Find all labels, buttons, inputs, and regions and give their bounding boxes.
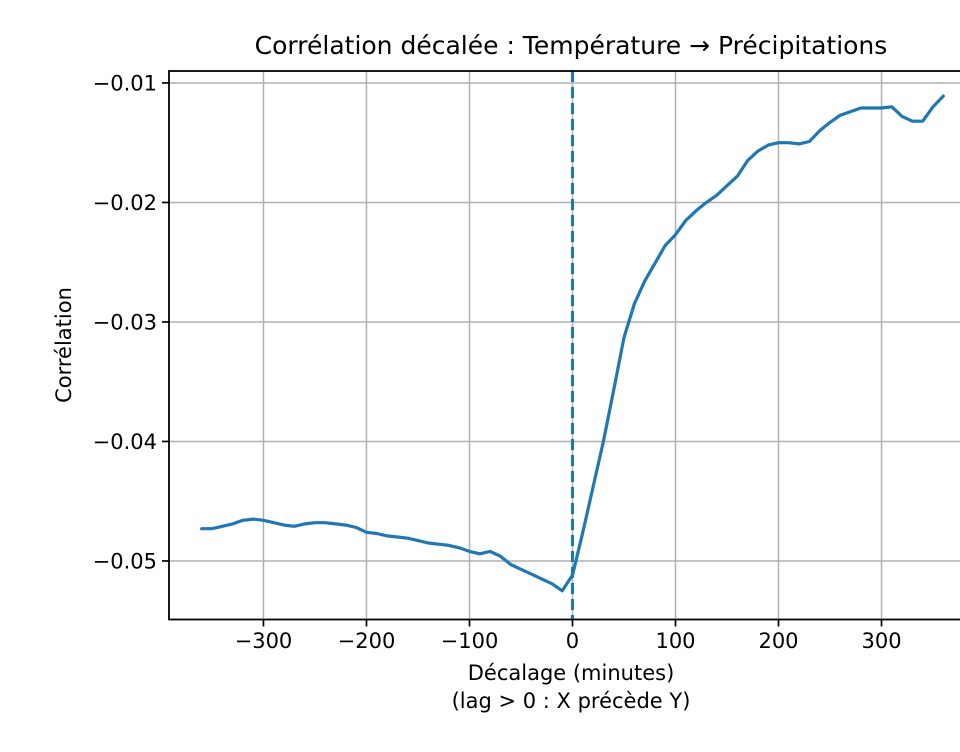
y-axis-label: Corrélation	[52, 287, 76, 403]
y-tick-label: −0.04	[93, 430, 157, 454]
y-tick-label: −0.02	[93, 191, 157, 215]
x-axis-label-line2: (lag > 0 : X précède Y)	[452, 689, 691, 713]
correlation-series	[200, 94, 945, 593]
x-tick-label: 100	[655, 629, 695, 653]
x-tick-label: −200	[338, 629, 396, 653]
plot-border	[168, 70, 960, 621]
axis-ticks: −300 −200 −100 0 100 200 300 −0.01 −0.02 −0.03 −0.…	[93, 71, 902, 653]
x-tick-label: 200	[758, 629, 798, 653]
x-tick-label: 300	[861, 629, 901, 653]
chart-title: Corrélation décalée : Température → Préc…	[255, 31, 888, 60]
axes-spines	[168, 70, 960, 621]
y-tick-label: −0.01	[93, 71, 157, 95]
x-tick-label: 0	[566, 629, 579, 653]
y-tick-label: −0.05	[93, 549, 157, 573]
grid-lines	[169, 71, 960, 620]
lagged-correlation-chart: −300 −200 −100 0 100 200 300 −0.01 −0.02 −0.03 −0.…	[40, 16, 960, 736]
y-tick-label: −0.03	[93, 310, 157, 334]
x-tick-label: −300	[235, 629, 293, 653]
x-tick-label: −100	[441, 629, 499, 653]
x-axis-label-line1: Décalage (minutes)	[468, 661, 675, 685]
correlation-line	[200, 94, 945, 593]
chart-canvas: −300 −200 −100 0 100 200 300 −0.01 −0.02 −0.03 −0.…	[52, 31, 960, 713]
